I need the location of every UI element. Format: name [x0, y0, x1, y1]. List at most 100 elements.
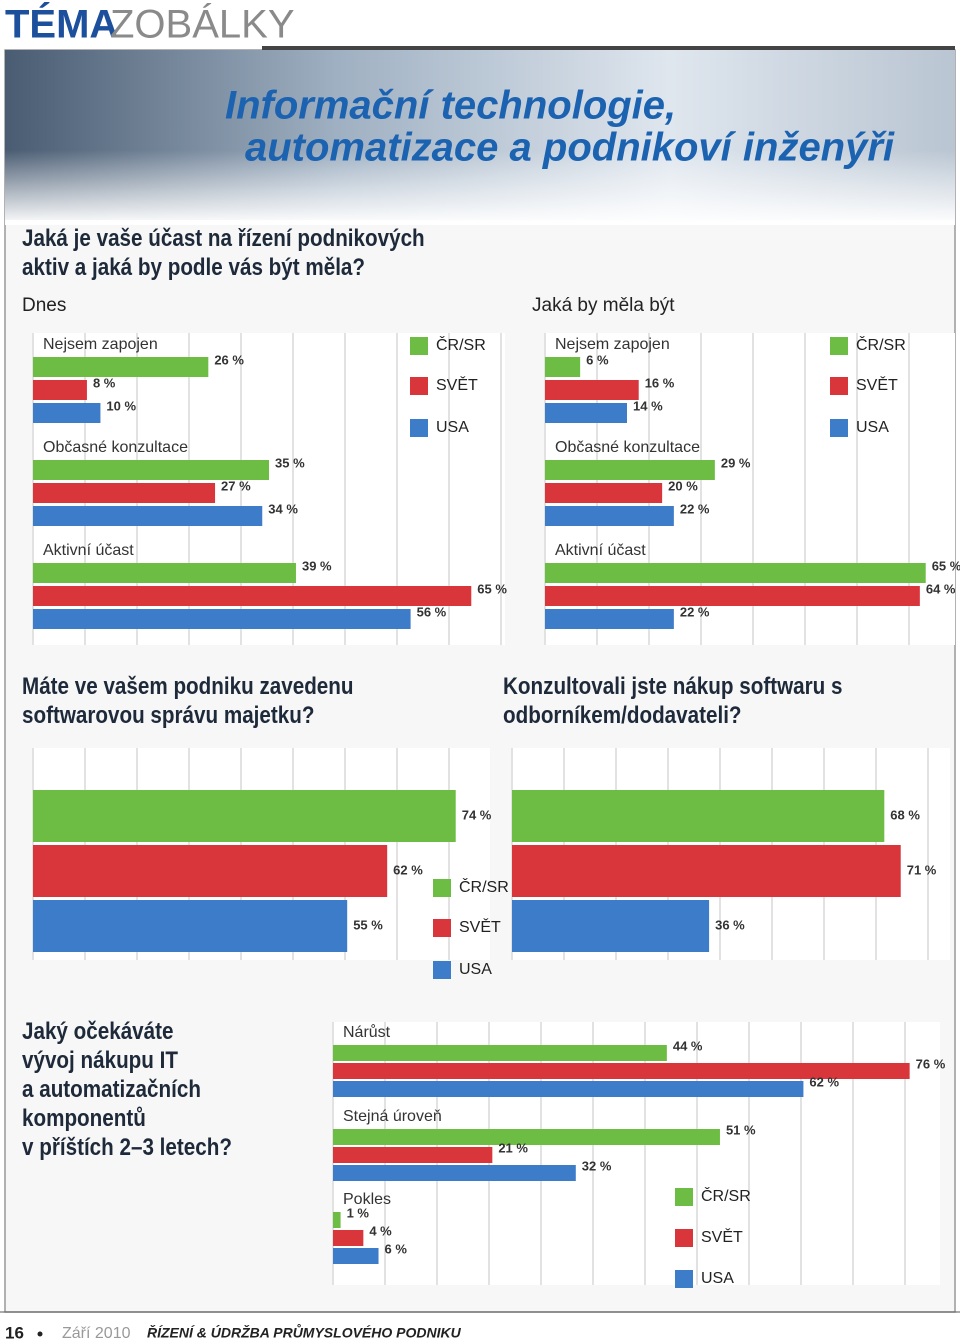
value-label: 65 %: [477, 581, 507, 596]
value-label: 27 %: [221, 478, 251, 493]
legend-swatch: [410, 377, 428, 395]
value-label: 6 %: [385, 1241, 408, 1256]
category-label: Aktivní účast: [555, 542, 646, 559]
legend-swatch: [675, 1270, 693, 1288]
bullet: [37, 1331, 43, 1337]
legend-label: ČR/SR: [436, 335, 486, 354]
bar: [33, 845, 388, 897]
bar: [512, 900, 710, 952]
bar: [333, 1081, 804, 1097]
bar: [333, 1045, 667, 1061]
bar: [545, 460, 715, 480]
legend-swatch: [433, 961, 451, 979]
banner-title: Informační technologie,: [225, 84, 676, 128]
value-label: 76 %: [916, 1056, 946, 1071]
value-label: 74 %: [462, 807, 492, 822]
legend-label: USA: [701, 1270, 734, 1287]
value-label: 29 %: [721, 455, 751, 470]
value-label: 71 %: [907, 862, 937, 877]
category-label: Občasné konzultace: [555, 439, 700, 456]
question-title: Jaký očekáváte: [22, 1018, 174, 1045]
value-label: 55 %: [353, 917, 383, 932]
bar: [33, 609, 411, 629]
bar: [545, 380, 639, 400]
value-label: 21 %: [498, 1140, 528, 1155]
legend-label: ČR/SR: [856, 335, 906, 354]
value-label: 8 %: [93, 375, 116, 390]
bar: [545, 563, 926, 583]
page-number: 16: [5, 1323, 24, 1342]
question-title: vývoj nákupu IT: [22, 1047, 178, 1074]
magazine-name: ŘÍZENÍ & ÚDRŽBA PRŮMYSLOVÉHO PODNIKU: [147, 1323, 462, 1341]
bar: [333, 1248, 379, 1264]
legend-label: ČR/SR: [701, 1186, 751, 1205]
legend-swatch: [433, 919, 451, 937]
legend-label: SVĚT: [701, 1227, 743, 1246]
legend-swatch: [830, 337, 848, 355]
value-label: 22 %: [680, 604, 710, 619]
legend-swatch: [675, 1188, 693, 1206]
bar: [512, 845, 901, 897]
bar: [33, 357, 209, 377]
value-label: 10 %: [106, 398, 136, 413]
value-label: 44 %: [673, 1038, 703, 1053]
banner-fade: [5, 150, 955, 225]
value-label: 56 %: [417, 604, 447, 619]
bar: [33, 900, 348, 952]
legend-swatch: [830, 419, 848, 437]
value-label: 16 %: [645, 375, 675, 390]
legend-label: USA: [436, 419, 469, 436]
bar: [33, 380, 87, 400]
bar: [33, 483, 216, 503]
value-label: 62 %: [809, 1074, 839, 1089]
value-label: 26 %: [214, 352, 244, 367]
value-label: 20 %: [668, 478, 698, 493]
value-label: 36 %: [715, 917, 745, 932]
bar: [333, 1165, 576, 1181]
bar: [333, 1063, 910, 1079]
value-label: 68 %: [890, 807, 920, 822]
value-label: 34 %: [268, 501, 298, 516]
question-title: Máte ve vašem podniku zavedenu softwarov…: [22, 673, 354, 729]
category-label: Nejsem zapojen: [43, 336, 158, 353]
bar: [33, 506, 263, 526]
panel-subtitle: Dnes: [22, 295, 66, 316]
legend-swatch: [410, 337, 428, 355]
banner-title: automatizace a podnikoví inženýři: [245, 126, 895, 170]
question-title: a automatizačních: [22, 1076, 201, 1103]
value-label: 32 %: [582, 1158, 612, 1173]
bar: [545, 609, 674, 629]
bar: [33, 403, 101, 423]
legend-swatch: [410, 419, 428, 437]
legend-label: SVĚT: [459, 917, 501, 936]
bar: [33, 586, 472, 606]
bar: [33, 460, 269, 480]
question-title: Jaká je vaše účast na řízení podnikových: [22, 225, 425, 252]
value-label: 14 %: [633, 398, 663, 413]
category-label: Aktivní účast: [43, 542, 134, 559]
legend-label: ČR/SR: [459, 877, 509, 896]
legend-swatch: [830, 377, 848, 395]
bar: [512, 790, 885, 842]
value-label: 35 %: [275, 455, 305, 470]
bar: [333, 1230, 364, 1246]
legend-label: USA: [856, 419, 889, 436]
legend-label: SVĚT: [436, 375, 478, 394]
bar: [545, 357, 581, 377]
bar: [33, 563, 296, 583]
category-label: Nárůst: [343, 1023, 391, 1041]
bar: [333, 1147, 493, 1163]
section: ZOBÁLKY: [110, 2, 295, 47]
legend-label: SVĚT: [856, 375, 898, 394]
value-label: 4 %: [369, 1223, 392, 1238]
issue-date: Září 2010: [62, 1325, 131, 1342]
value-label: 1 %: [347, 1205, 370, 1220]
panel-subtitle: Jaká by měla být: [532, 295, 675, 316]
value-label: 6 %: [586, 352, 609, 367]
value-label: 64 %: [926, 581, 956, 596]
legend-label: USA: [459, 961, 492, 978]
category-label: Pokles: [343, 1191, 391, 1208]
category-label: Stejná úroveň: [343, 1108, 442, 1125]
